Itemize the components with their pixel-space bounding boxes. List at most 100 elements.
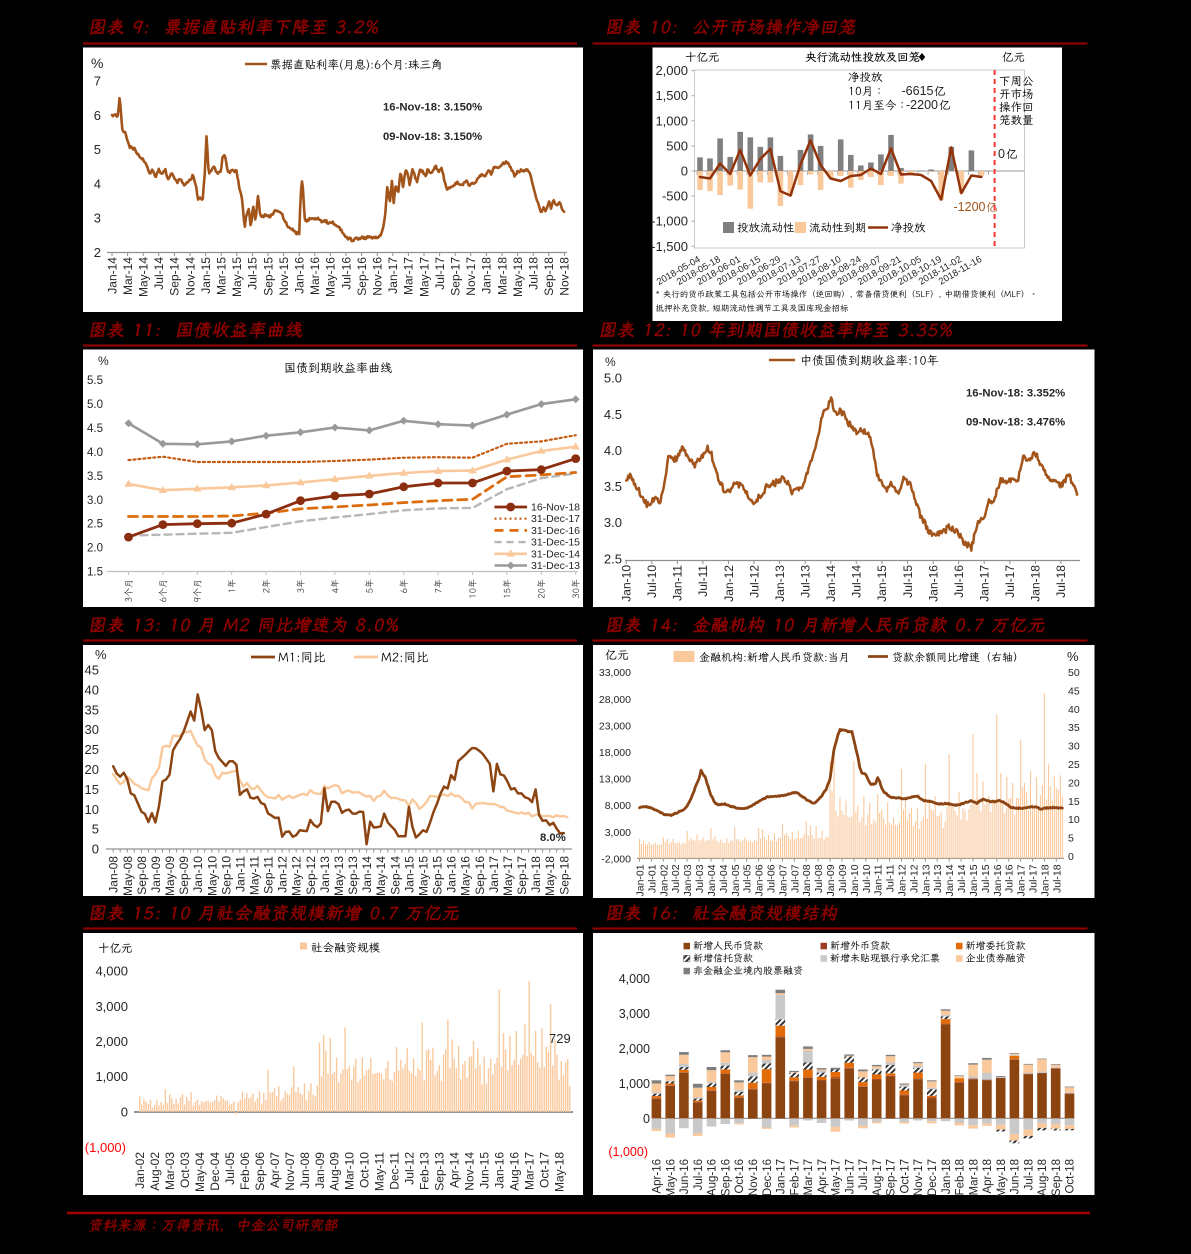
svg-text:Jan-14: Jan-14 [944, 864, 956, 896]
svg-text:Apr-18: Apr-18 [982, 1159, 994, 1194]
svg-text:20: 20 [1068, 777, 1080, 789]
svg-text:Jan-01: Jan-01 [635, 864, 647, 896]
svg-text:1,000: 1,000 [655, 113, 688, 128]
svg-text:Jul-17: Jul-17 [1028, 864, 1040, 893]
svg-text:Oct-17: Oct-17 [900, 1159, 912, 1194]
svg-text:Sep-16: Sep-16 [473, 856, 487, 895]
svg-text:Mar-03: Mar-03 [163, 1152, 177, 1190]
svg-text:Jul-07: Jul-07 [789, 864, 801, 893]
svg-text:2.5: 2.5 [604, 551, 622, 566]
svg-text:Jul-18: Jul-18 [1051, 864, 1063, 893]
svg-text:30: 30 [1068, 741, 1080, 753]
svg-text:Jan-16: Jan-16 [445, 856, 459, 893]
svg-text:Jan-09: Jan-09 [825, 864, 837, 896]
svg-text:3.5: 3.5 [87, 471, 103, 483]
svg-text:Sep-08: Sep-08 [135, 856, 149, 895]
svg-text:Jul-16: Jul-16 [952, 565, 966, 598]
svg-text:Jan-18: Jan-18 [1039, 864, 1051, 896]
svg-text:40: 40 [1068, 704, 1080, 716]
svg-text:Jul-17: Jul-17 [433, 257, 447, 290]
svg-text:Jul-17: Jul-17 [1003, 565, 1017, 598]
svg-text:Dec-17: Dec-17 [927, 1159, 939, 1196]
svg-text:Jul-13: Jul-13 [932, 864, 944, 893]
svg-text:Jan-14: Jan-14 [824, 565, 838, 602]
svg-text:28,000: 28,000 [599, 694, 631, 706]
svg-text:Jul-06: Jul-06 [766, 864, 778, 893]
svg-text:Aug-16: Aug-16 [707, 1159, 719, 1196]
svg-text:Apr-16: Apr-16 [652, 1159, 664, 1194]
svg-text:Aug-16: Aug-16 [508, 1152, 522, 1191]
svg-text:Mar-14: Mar-14 [121, 257, 135, 295]
svg-text:31-Dec-16: 31-Dec-16 [531, 525, 580, 537]
svg-text:Jan-09: Jan-09 [149, 856, 163, 893]
svg-text:Sep-17: Sep-17 [886, 1159, 898, 1196]
svg-text:(1,000): (1,000) [608, 1145, 648, 1159]
svg-text:Sep-17: Sep-17 [515, 856, 529, 895]
svg-text:4: 4 [94, 176, 101, 191]
svg-text:729: 729 [549, 1031, 571, 1046]
svg-text:Mar-17: Mar-17 [523, 1152, 537, 1190]
svg-text:23,000: 23,000 [599, 720, 631, 732]
svg-text:Sep-13: Sep-13 [346, 856, 360, 895]
svg-text:Jan-14: Jan-14 [360, 856, 374, 893]
svg-text:50: 50 [1068, 667, 1080, 679]
svg-text:May-18: May-18 [552, 1152, 566, 1192]
svg-text:Sep-09: Sep-09 [177, 856, 191, 895]
svg-text:Jul-05: Jul-05 [742, 864, 754, 893]
svg-text:500: 500 [666, 138, 688, 153]
svg-text:Nov-16: Nov-16 [371, 257, 385, 296]
svg-text:5.5: 5.5 [87, 375, 103, 387]
svg-text:May-17: May-17 [501, 856, 515, 896]
svg-text:Jun-18: Jun-18 [1010, 1159, 1022, 1194]
svg-text:10: 10 [85, 802, 99, 817]
svg-text:Sep-11: Sep-11 [262, 856, 276, 894]
svg-text:3.0: 3.0 [87, 495, 103, 507]
svg-text:Jan-13: Jan-13 [318, 856, 332, 893]
svg-text:Jan-02: Jan-02 [133, 1152, 147, 1189]
svg-text:Sep-18: Sep-18 [557, 856, 571, 895]
svg-text:Jul-11: Jul-11 [696, 565, 710, 597]
svg-text:Jul-10: Jul-10 [645, 565, 659, 598]
svg-text:Jun-15: Jun-15 [478, 1152, 492, 1189]
svg-text:Jul-12: Jul-12 [908, 864, 920, 893]
svg-text:1.5: 1.5 [87, 567, 103, 579]
svg-text:5.0: 5.0 [87, 399, 103, 411]
svg-text:Sep-10: Sep-10 [219, 856, 233, 895]
svg-text:-2200: -2200 [906, 98, 938, 112]
svg-text:2: 2 [94, 245, 101, 260]
svg-text:May-13: May-13 [332, 856, 346, 896]
svg-text:25: 25 [85, 742, 99, 757]
svg-text:Jan-15: Jan-15 [968, 864, 980, 896]
svg-text:35: 35 [85, 702, 99, 717]
svg-text:Feb-06: Feb-06 [238, 1152, 252, 1190]
svg-text:6: 6 [94, 108, 101, 123]
svg-text:Jan-18: Jan-18 [480, 257, 494, 294]
svg-text:8,000: 8,000 [605, 800, 631, 812]
svg-text:Jul-03: Jul-03 [694, 864, 706, 893]
svg-text:3,000: 3,000 [605, 827, 631, 839]
svg-text:May-14: May-14 [137, 257, 151, 297]
svg-text:Feb-18: Feb-18 [955, 1159, 967, 1195]
svg-text:Jul-09: Jul-09 [837, 864, 849, 893]
svg-text:Nov-15: Nov-15 [277, 257, 291, 296]
svg-text:Jul-18: Jul-18 [1054, 565, 1068, 598]
svg-text:May-15: May-15 [417, 856, 431, 896]
svg-text:Oct-18: Oct-18 [1065, 1159, 1077, 1194]
svg-text:%: % [98, 354, 109, 368]
svg-text:Jul-04: Jul-04 [718, 864, 730, 893]
svg-text:Jan-11: Jan-11 [233, 856, 247, 892]
svg-text:3,000: 3,000 [95, 999, 128, 1014]
svg-text:Jan-13: Jan-13 [773, 565, 787, 602]
svg-text:2.5: 2.5 [87, 519, 103, 531]
svg-text:%: % [1067, 649, 1079, 664]
svg-text:33,000: 33,000 [599, 667, 631, 679]
svg-text:Jan-08: Jan-08 [107, 856, 121, 893]
svg-text:2,000: 2,000 [95, 1034, 128, 1049]
svg-text:Dec-16: Dec-16 [762, 1159, 774, 1196]
svg-text:Jan-18: Jan-18 [941, 1159, 953, 1194]
svg-text:4.0: 4.0 [604, 443, 622, 458]
svg-text:Jan-10: Jan-10 [620, 565, 634, 602]
svg-text:1,000: 1,000 [619, 1077, 650, 1091]
svg-text:Jul-12: Jul-12 [403, 1152, 417, 1185]
svg-text:Dec-11: Dec-11 [388, 1152, 402, 1190]
